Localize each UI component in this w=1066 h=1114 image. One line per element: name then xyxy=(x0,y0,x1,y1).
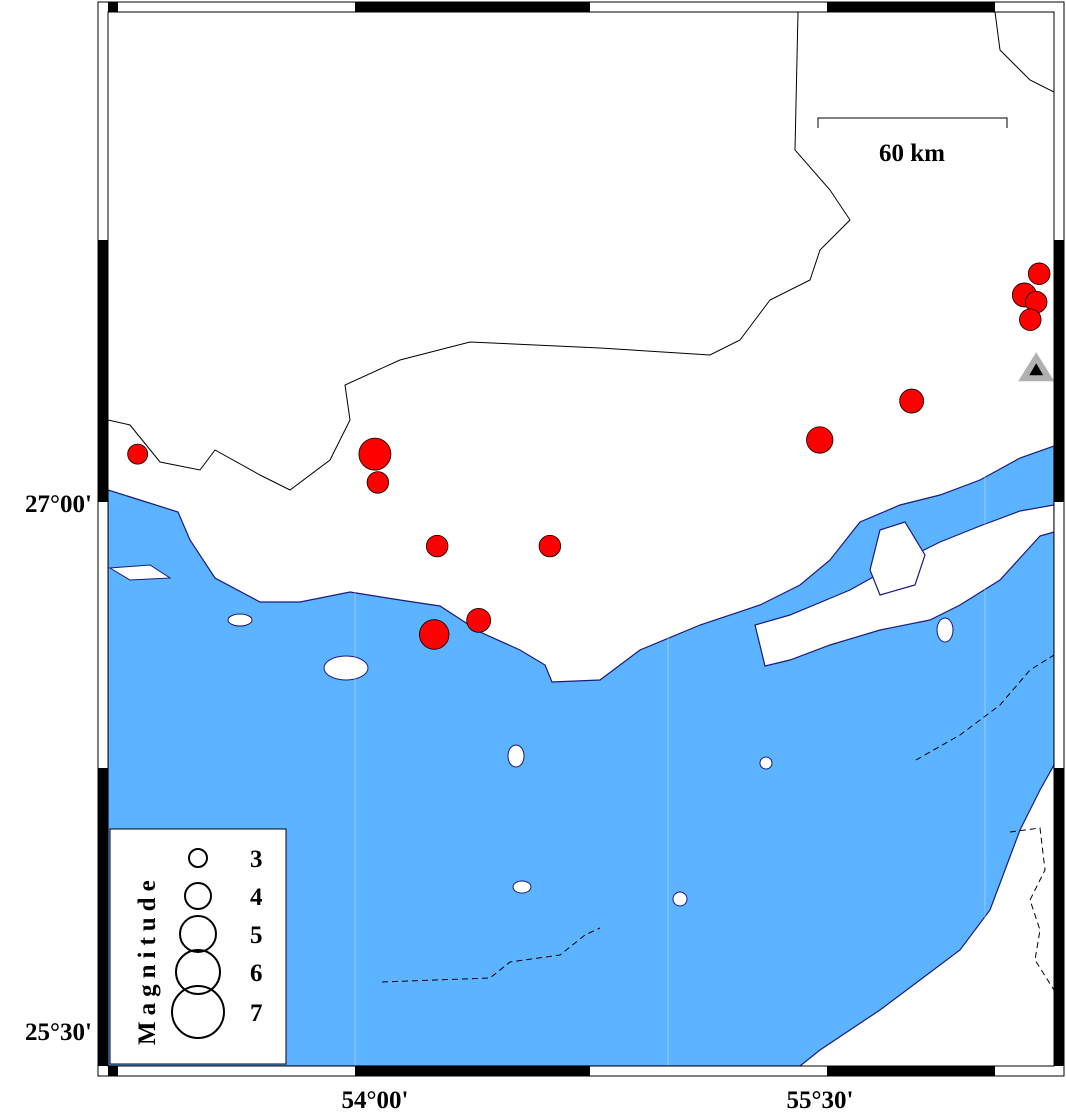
island xyxy=(672,891,688,907)
earthquake-event xyxy=(899,388,925,414)
earthquake-event xyxy=(1019,308,1042,331)
border-line xyxy=(994,12,1054,93)
sea xyxy=(108,445,1054,1066)
earthquake-event xyxy=(1027,262,1051,285)
border-line xyxy=(108,12,851,491)
earthquake-event xyxy=(358,437,392,471)
lon-label: 55°30' xyxy=(787,1087,854,1114)
legend-circle xyxy=(188,848,208,868)
events-layer xyxy=(127,262,1051,650)
legend-label: 6 xyxy=(250,960,263,987)
scale-bar-label: 60 km xyxy=(879,140,945,167)
map-frame xyxy=(97,1,1065,1077)
legend-label: 5 xyxy=(250,922,263,949)
earthquake-event xyxy=(806,426,834,454)
legend-circle xyxy=(171,985,225,1039)
legend-circle xyxy=(179,915,217,953)
island xyxy=(227,613,253,627)
legend-circle xyxy=(175,949,221,995)
legend-label: 7 xyxy=(250,1000,263,1027)
island xyxy=(512,880,532,894)
island xyxy=(936,617,954,643)
gridlines xyxy=(354,12,986,1066)
earthquake-event xyxy=(538,534,562,558)
legend: Magnitude 3 4 5 6 7 xyxy=(109,828,287,1065)
earthquake-event xyxy=(425,534,449,558)
legend-label: 3 xyxy=(250,846,263,873)
lat-label: 25°30' xyxy=(25,1019,92,1046)
lon-label: 54°00' xyxy=(342,1087,409,1114)
legend-label: 4 xyxy=(250,884,263,911)
maritime-boundary xyxy=(381,927,601,983)
border-line xyxy=(1009,827,1054,991)
earthquake-event xyxy=(419,619,450,650)
island xyxy=(323,655,369,681)
maritime-boundary xyxy=(915,654,1054,761)
earthquake-event xyxy=(466,607,492,633)
station-triangle-inner xyxy=(1029,363,1044,376)
legend-circle xyxy=(184,882,212,910)
island xyxy=(108,564,172,581)
scale-bar: 60 km xyxy=(817,117,1008,167)
earthquake-event xyxy=(127,443,149,465)
island xyxy=(507,744,525,768)
island xyxy=(869,521,926,596)
island xyxy=(759,756,773,770)
lat-label: 27°00' xyxy=(25,491,92,518)
legend-title: Magnitude xyxy=(134,874,161,1045)
earthquake-event xyxy=(366,471,390,494)
